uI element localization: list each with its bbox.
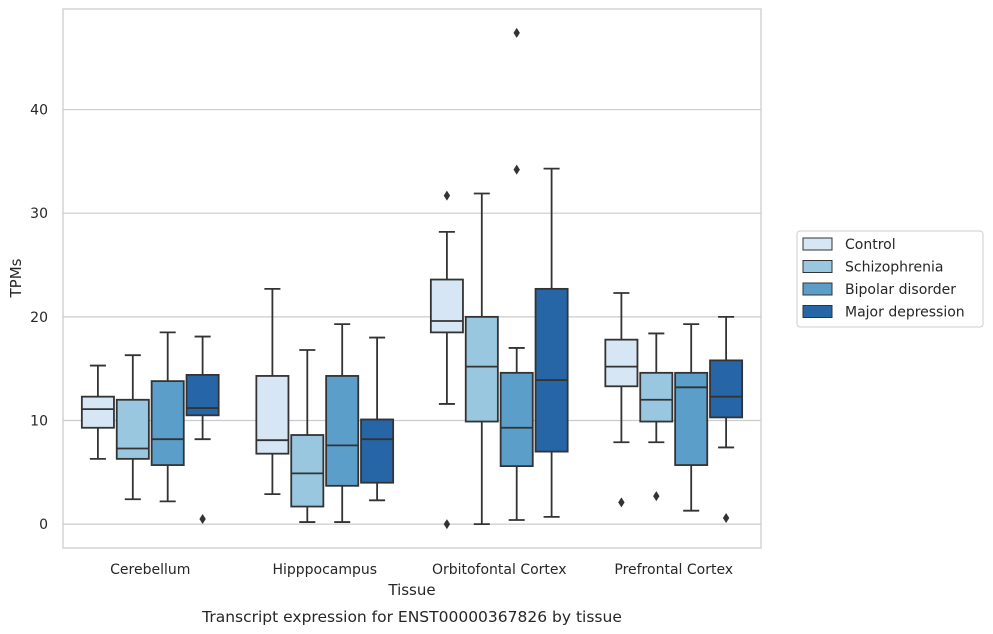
box-control <box>429 190 464 530</box>
box-bipolar-disorder <box>325 323 360 523</box>
figure-caption: Transcript expression for ENST0000036782… <box>201 608 622 626</box>
boxes-layer <box>80 27 744 530</box>
box-schizophrenia <box>290 349 325 523</box>
box-iqr <box>709 359 744 419</box>
legend-swatch <box>802 305 833 318</box>
legend-swatch <box>802 237 833 251</box>
legend-frame <box>796 230 984 328</box>
y-tick-label: 30 <box>30 206 48 222</box>
box-iqr <box>639 371 674 423</box>
outlier-point <box>443 190 451 201</box>
x-tick-label: Cerebellum <box>110 562 190 578</box>
x-tick-label: Prefrontal Cortex <box>614 562 733 578</box>
box-iqr <box>360 418 395 484</box>
box-iqr <box>429 278 464 334</box>
legend-swatch <box>802 282 833 296</box>
legend-label: Control <box>845 237 896 253</box>
y-tick-label: 10 <box>30 414 48 430</box>
box-schizophrenia <box>639 332 674 502</box>
box-iqr <box>499 371 534 468</box>
legend: Control Schizophrenia Bipolar disorder Majo… <box>796 230 984 328</box>
plot-frame <box>62 8 762 549</box>
box-iqr <box>464 315 499 423</box>
box-major-depression <box>185 335 220 524</box>
box-bipolar-disorder <box>150 331 185 503</box>
y-tick-labels: 0 10 20 30 40 <box>30 103 48 534</box>
box-major-depression <box>709 315 744 523</box>
legend-swatch <box>802 260 833 273</box>
outlier-point <box>653 491 660 502</box>
box-iqr <box>604 338 639 388</box>
legend-label: Major depression <box>845 305 965 321</box>
box-iqr <box>325 375 360 487</box>
box-iqr <box>80 395 115 429</box>
box-schizophrenia <box>115 354 150 501</box>
y-axis-title: TPMs <box>7 258 25 298</box>
box-schizophrenia <box>464 192 499 526</box>
box-control <box>604 292 639 508</box>
box-iqr <box>115 398 150 460</box>
outlier-point <box>199 513 206 524</box>
outlier-point <box>513 164 520 175</box>
x-axis-title: Tissue <box>387 581 435 599</box>
legend-label: Schizophrenia <box>845 260 943 276</box>
x-tick-label: Hipppocampus <box>272 562 377 578</box>
legend-label: Bipolar disorder <box>845 282 956 298</box>
box-control <box>80 364 115 460</box>
box-iqr <box>150 380 185 466</box>
outlier-point <box>618 497 625 508</box>
box-major-depression <box>534 167 569 518</box>
box-iqr <box>255 375 290 455</box>
outlier-point <box>722 512 730 523</box>
y-tick-label: 20 <box>30 310 48 326</box>
box-bipolar-disorder <box>499 27 534 521</box>
box-major-depression <box>360 336 395 502</box>
box-iqr <box>534 287 569 453</box>
box-iqr <box>290 434 325 508</box>
x-tick-labels: Cerebellum Hipppocampus Orbitofontal Corte… <box>110 562 733 578</box>
box-bipolar-disorder <box>674 323 709 512</box>
box-iqr <box>185 373 220 417</box>
box-control <box>255 287 290 496</box>
outlier-point <box>443 519 451 530</box>
y-tick-label: 0 <box>39 517 48 533</box>
outlier-point <box>513 27 520 38</box>
y-tick-label: 40 <box>30 103 48 119</box>
x-tick-label: Orbitofontal Cortex <box>432 562 567 578</box>
